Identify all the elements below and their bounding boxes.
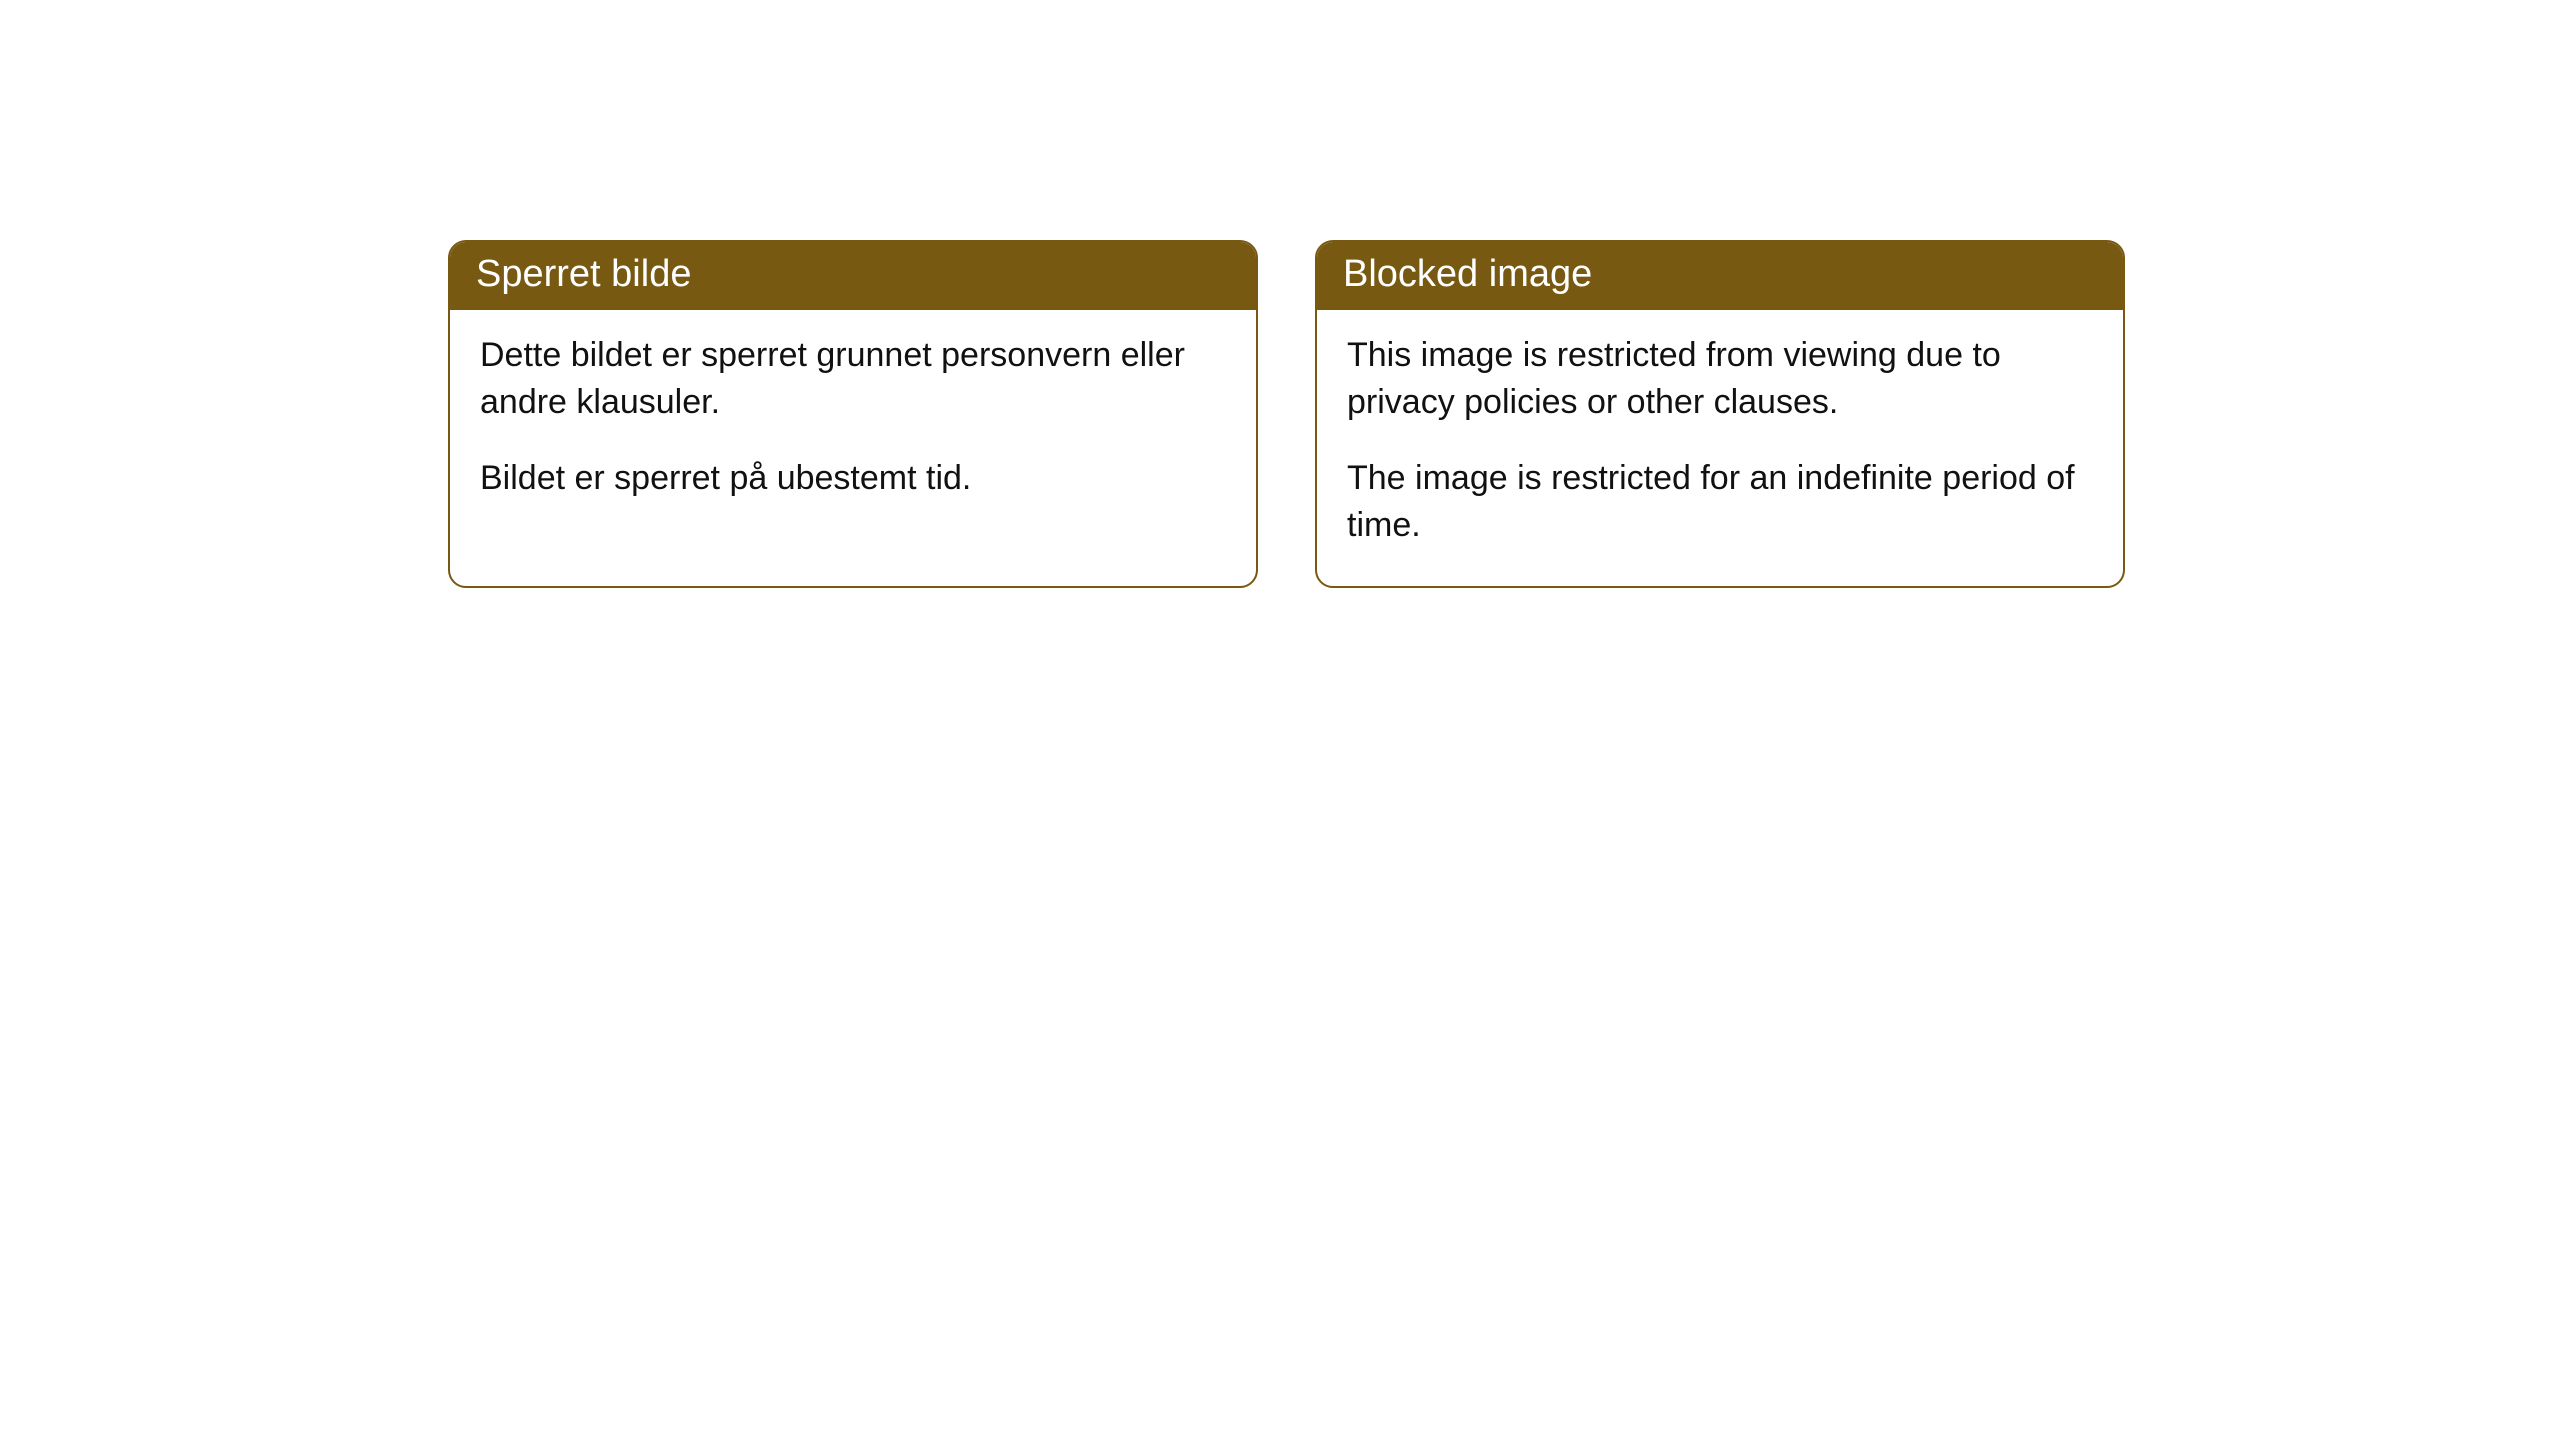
card-paragraph: The image is restricted for an indefinit… <box>1347 455 2093 550</box>
card-body: This image is restricted from viewing du… <box>1317 310 2123 586</box>
card-paragraph: Dette bildet er sperret grunnet personve… <box>480 332 1226 427</box>
card-header: Sperret bilde <box>450 242 1256 310</box>
card-paragraph: Bildet er sperret på ubestemt tid. <box>480 455 1226 503</box>
blocked-image-card-en: Blocked image This image is restricted f… <box>1315 240 2125 588</box>
card-body: Dette bildet er sperret grunnet personve… <box>450 310 1256 539</box>
card-paragraph: This image is restricted from viewing du… <box>1347 332 2093 427</box>
card-header: Blocked image <box>1317 242 2123 310</box>
blocked-image-card-no: Sperret bilde Dette bildet er sperret gr… <box>448 240 1258 588</box>
notice-cards-container: Sperret bilde Dette bildet er sperret gr… <box>448 240 2560 588</box>
